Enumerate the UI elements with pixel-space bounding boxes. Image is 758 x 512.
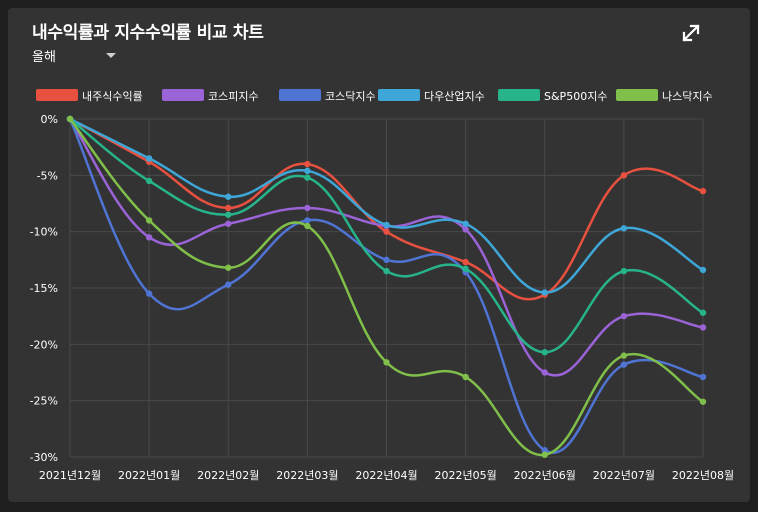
data-point (225, 204, 232, 212)
data-point (383, 267, 390, 275)
legend-label: 내주식수익률 (82, 90, 143, 103)
data-point (145, 155, 153, 162)
period-dropdown[interactable]: 올해 (32, 46, 122, 66)
data-point (620, 225, 628, 232)
data-point (225, 264, 232, 271)
data-point (304, 222, 311, 230)
caret-down-icon (106, 53, 116, 58)
legend-swatch (498, 89, 540, 101)
data-point (699, 373, 707, 381)
data-point (541, 451, 548, 458)
data-point (620, 352, 628, 359)
data-point (304, 160, 311, 168)
chart-title: 내수익률과 지수수익률 비교 차트 (32, 23, 264, 43)
legend-label: 나스닥지수 (662, 90, 713, 103)
legend-label: 다우산업지수 (424, 90, 485, 103)
y-tick-label: -30% (30, 451, 58, 464)
data-point (541, 349, 548, 356)
data-point (304, 204, 311, 212)
data-point (462, 265, 469, 273)
period-label: 올해 (32, 50, 56, 65)
data-point (145, 177, 153, 185)
legend-swatch (36, 89, 78, 101)
legend-label: S&P500지수 (544, 90, 608, 103)
data-point (225, 220, 232, 227)
data-point (541, 447, 548, 454)
data-point (383, 256, 390, 264)
data-point (620, 172, 628, 179)
data-point (620, 267, 628, 275)
y-tick-label: -15% (30, 282, 58, 295)
legend-label: 코스피지수 (208, 90, 259, 103)
data-point (145, 234, 153, 241)
data-point (225, 211, 232, 218)
data-point (699, 324, 707, 331)
x-tick-label: 2022년04월 (355, 469, 417, 482)
data-point (620, 312, 628, 320)
legend-swatch (378, 89, 420, 101)
x-tick-label: 2022년06월 (514, 469, 576, 482)
x-tick-label: 2022년07월 (593, 469, 655, 482)
expand-icon[interactable] (680, 22, 702, 44)
data-point (462, 220, 469, 227)
x-tick-label: 2022년05월 (435, 469, 497, 482)
x-tick-label: 2022년08월 (672, 469, 734, 482)
data-point (462, 226, 469, 233)
legend-label: 코스닥지수 (325, 90, 376, 103)
legend-swatch (162, 89, 204, 101)
data-point (462, 258, 469, 266)
y-tick-label: -20% (30, 338, 58, 351)
x-tick-label: 2022년01월 (118, 469, 180, 482)
data-point (145, 217, 153, 224)
y-tick-label: -10% (30, 226, 58, 239)
data-point (304, 174, 311, 181)
data-point (699, 309, 707, 316)
data-point (383, 221, 390, 229)
data-point (145, 290, 153, 297)
data-point (225, 193, 232, 200)
x-tick-label: 2021년12월 (39, 469, 101, 482)
y-tick-label: 0% (41, 113, 58, 126)
data-point (699, 398, 707, 405)
data-point (699, 266, 707, 274)
x-tick-label: 2022년02월 (197, 469, 259, 482)
data-point (541, 369, 548, 376)
data-point (383, 359, 390, 366)
y-tick-label: -5% (37, 169, 58, 182)
data-point (541, 289, 548, 296)
data-point (383, 228, 390, 235)
legend-swatch (616, 89, 658, 101)
data-point (462, 373, 469, 381)
data-point (304, 167, 311, 175)
y-tick-label: -25% (30, 395, 58, 408)
data-point (699, 187, 707, 195)
legend-swatch (279, 89, 321, 101)
x-tick-label: 2022년03월 (276, 469, 338, 482)
data-point (620, 361, 628, 368)
data-point (304, 217, 311, 224)
series-line-2 (68, 118, 704, 454)
data-point (66, 115, 74, 123)
data-point (225, 281, 232, 288)
